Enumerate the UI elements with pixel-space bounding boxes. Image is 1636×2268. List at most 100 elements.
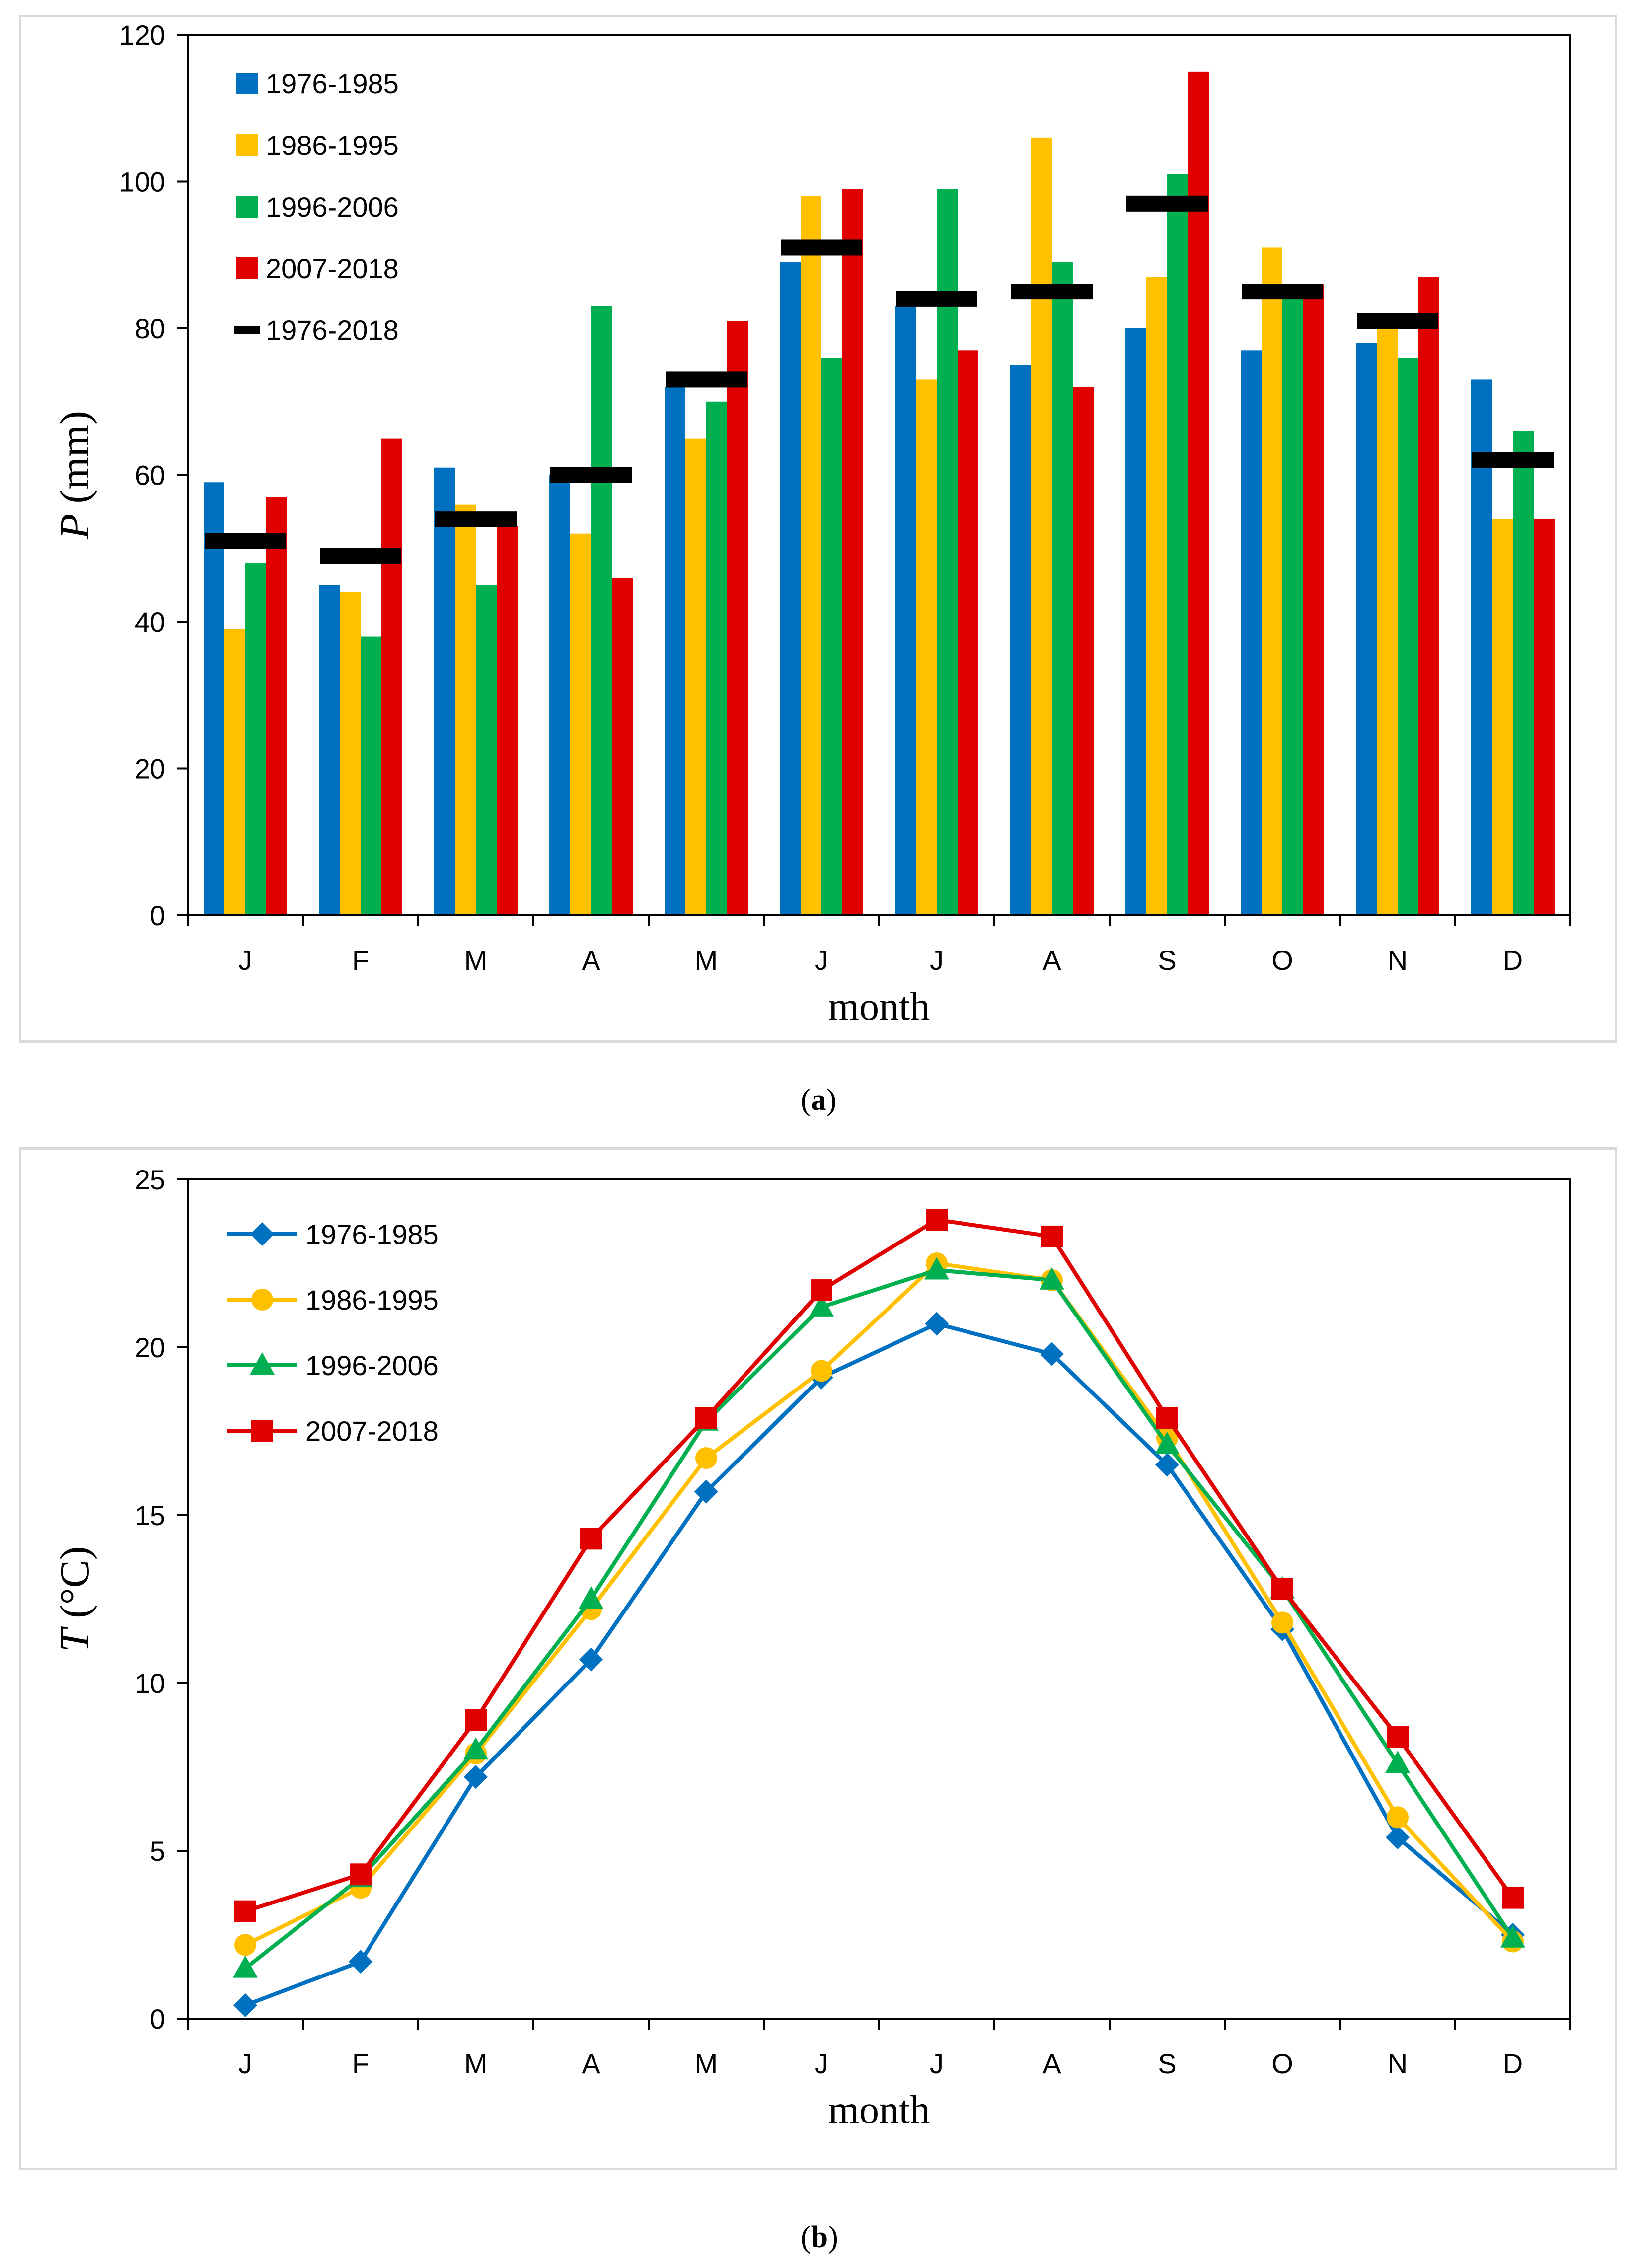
panel-a-xtick-label-10: N	[1388, 945, 1408, 976]
panel-a-xtick-label-1: F	[352, 945, 369, 976]
bar-1986-1995-5	[801, 196, 821, 915]
point-1986-1995-10	[1387, 1806, 1409, 1829]
panel-a-xtick-label-0: J	[238, 945, 252, 976]
point-2007-2018-0	[234, 1900, 256, 1922]
point-1996-2006-6	[924, 1257, 949, 1280]
bar-2007-2018-0	[266, 497, 287, 915]
point-2007-2018-3	[580, 1528, 602, 1550]
legend-swatch-1976-1985	[236, 73, 258, 94]
bar-1976-1985-10	[1356, 343, 1377, 915]
mean-bar-2	[435, 511, 517, 527]
panel-a-ytick-label-6: 120	[119, 19, 165, 51]
panel-b-xtick-label-5: J	[815, 2048, 828, 2079]
panel-b-xtick-label-7: A	[1042, 2048, 1061, 2079]
bar-1996-2006-11	[1513, 431, 1534, 915]
point-2007-2018-7	[1041, 1225, 1063, 1247]
legend-swatch-2007-2018	[236, 257, 258, 279]
bar-1976-1985-0	[204, 482, 224, 915]
caption-a: (a)	[801, 1083, 837, 1117]
bar-1976-1985-1	[319, 585, 340, 915]
line-2007-2018	[244, 1218, 1515, 1913]
panel-a-xtick-label-4: M	[695, 945, 718, 976]
panel-a-bars	[204, 71, 1555, 916]
panel-a-xtick-label-5: J	[815, 945, 828, 976]
bar-1976-1985-4	[665, 387, 685, 916]
bar-1976-1985-5	[780, 262, 801, 915]
panel-a-xtick-label-9: O	[1271, 945, 1293, 976]
point-2007-2018-5	[811, 1279, 832, 1302]
bar-1996-2006-9	[1282, 292, 1303, 915]
bar-2007-2018-6	[958, 350, 978, 916]
point-1976-1985-3	[579, 1647, 603, 1672]
panel-b-xtick-label-1: F	[352, 2048, 369, 2079]
bar-1976-1985-6	[895, 306, 916, 915]
point-2007-2018-6	[926, 1209, 948, 1231]
point-1976-1985-1	[349, 1950, 372, 1974]
bar-1996-2006-2	[476, 585, 497, 915]
caption-b: (b)	[801, 2220, 838, 2254]
point-1976-1985-0	[233, 1993, 257, 2017]
bar-1976-1985-3	[549, 475, 570, 915]
bar-1986-1995-1	[340, 592, 361, 915]
legend-label-1976-1985: 1976-1985	[305, 1219, 439, 1250]
panel-a-ytick-label-5: 100	[119, 166, 165, 198]
point-1986-1995-9	[1271, 1611, 1293, 1634]
mean-bar-6	[896, 291, 977, 307]
panel-a-ytick-label-0: 0	[150, 900, 165, 931]
panel-b-legend: 1976-1985 1986-1995 1996-2006 2007-2018	[227, 1219, 439, 1447]
mean-bar-4	[666, 371, 747, 388]
mean-bar-8	[1126, 195, 1208, 212]
bar-1986-1995-7	[1031, 137, 1052, 916]
bar-1976-1985-9	[1241, 350, 1262, 916]
legend-label-2007-2018: 2007-2018	[266, 253, 399, 284]
bar-1986-1995-4	[685, 438, 706, 915]
series-2007-2018	[234, 1209, 1524, 1922]
bar-2007-2018-5	[842, 189, 863, 915]
point-1996-2006-2	[463, 1737, 488, 1760]
legend-marker-1976-1985	[250, 1222, 274, 1246]
point-1996-2006-11	[1500, 1925, 1525, 1948]
point-1986-1995-5	[811, 1360, 832, 1382]
panel-b-ylabel-unit: (°C)	[52, 1546, 98, 1629]
bar-1986-1995-8	[1146, 277, 1167, 916]
line-1976-1985	[244, 1321, 1514, 2007]
line-1986-1995	[244, 1261, 1514, 1947]
point-2007-2018-9	[1271, 1578, 1293, 1600]
panel-b-frame	[19, 1147, 1617, 2170]
bar-1996-2006-10	[1398, 358, 1418, 915]
bar-1986-1995-2	[455, 504, 476, 915]
mean-bar-9	[1242, 284, 1323, 300]
panel-a-xtick-label-6: J	[930, 945, 944, 976]
panel-a-frame	[19, 15, 1617, 1043]
panel-b-xtick-label-9: O	[1271, 2048, 1293, 2079]
point-2007-2018-10	[1387, 1726, 1409, 1748]
legend-label-1976-2018: 1976-2018	[266, 314, 399, 346]
bar-1986-1995-6	[916, 379, 937, 915]
point-1976-1985-2	[464, 1765, 488, 1789]
panel-b-ylabel: T (°C)	[52, 1546, 98, 1652]
panel-b-ylabel-symbol: T	[52, 1626, 98, 1652]
bar-2007-2018-1	[381, 438, 402, 915]
panel-b-ytick-label-1: 5	[150, 1835, 165, 1867]
bar-1996-2006-1	[361, 636, 381, 915]
mean-bar-5	[781, 239, 862, 256]
bar-2007-2018-11	[1534, 519, 1555, 915]
caption-a-letter: a	[811, 1083, 826, 1117]
point-1986-1995-4	[695, 1447, 717, 1469]
point-1976-1985-6	[925, 1312, 949, 1336]
bar-2007-2018-7	[1073, 387, 1094, 916]
bar-1986-1995-10	[1377, 328, 1398, 915]
legend-label-2007-2018: 2007-2018	[305, 1415, 439, 1447]
panel-a-xtick-label-8: S	[1158, 945, 1176, 976]
point-1996-2006-0	[233, 1955, 258, 1978]
point-2007-2018-1	[350, 1863, 372, 1886]
bar-1986-1995-0	[224, 629, 245, 915]
panel-b-ytick-label-2: 10	[135, 1668, 165, 1699]
bar-1976-1985-8	[1125, 328, 1146, 915]
bar-2007-2018-3	[612, 578, 633, 915]
bar-1996-2006-8	[1167, 174, 1188, 916]
legend-swatch-1986-1995	[236, 134, 258, 156]
bar-1996-2006-7	[1052, 262, 1073, 915]
